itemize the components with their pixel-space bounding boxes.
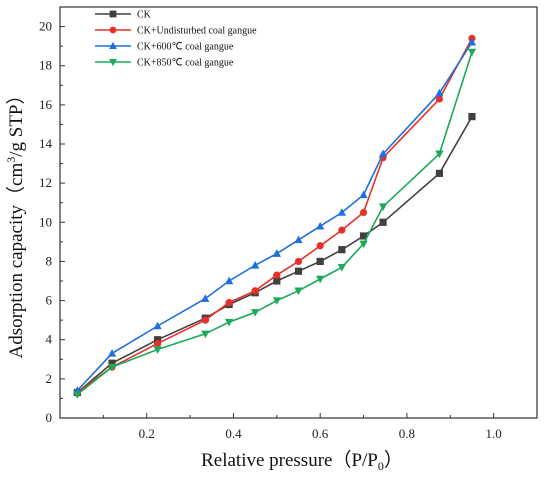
legend-label: CK+Undisturbed coal gangue [137, 26, 257, 37]
data-point [378, 203, 388, 211]
data-point [467, 37, 477, 46]
data-point [294, 267, 303, 275]
y-tick-label: 12 [39, 175, 52, 190]
legend-marker [109, 26, 117, 34]
legend-label: CK+600℃ coal gangue [137, 42, 234, 53]
data-point [273, 271, 281, 279]
data-point [251, 287, 259, 295]
data-point [225, 298, 233, 307]
y-tick-label: 16 [39, 97, 53, 112]
y-tick-label: 8 [46, 253, 53, 268]
series-line [76, 41, 473, 392]
series-line [76, 51, 473, 396]
y-tick-label: 20 [39, 19, 52, 34]
x-tick-label: 0.2 [139, 426, 155, 441]
legend-label: CK [137, 10, 152, 21]
legend-item: CK+600℃ coal gangue [95, 42, 234, 53]
data-point [316, 257, 324, 266]
legend: CK CK+Undisturbed coal gangue CK+600℃ coal… [95, 10, 257, 69]
data-point [316, 221, 325, 230]
x-tick-label: 0.6 [312, 426, 329, 441]
x-tick-label: 0.4 [225, 426, 242, 441]
data-point [435, 88, 444, 97]
data-point [107, 363, 117, 372]
y-tick-label: 2 [46, 371, 53, 386]
data-point [108, 359, 116, 367]
x-tick-label: 1.0 [486, 426, 502, 441]
data-point [201, 294, 210, 302]
x-axis-title: Relative pressure（P/P0） [201, 449, 403, 473]
data-point [73, 391, 82, 399]
axes: 0 2 4 6 8 10 12 14 16 18 20 0.2 0.4 0.6 0.8 1.0 [39, 6, 538, 441]
series-3 [73, 37, 477, 394]
data-point [224, 276, 234, 285]
series-2 [73, 34, 476, 397]
data-point [337, 208, 347, 216]
series-4 [73, 48, 477, 399]
y-tick-label: 0 [46, 410, 53, 425]
data-point [107, 349, 117, 357]
data-point [337, 264, 347, 272]
data-point [250, 261, 260, 269]
series-layer [73, 34, 477, 399]
data-point [224, 318, 234, 327]
data-point [201, 316, 209, 324]
series-line [76, 37, 473, 394]
data-point [338, 226, 346, 234]
data-point [468, 113, 476, 121]
data-point [378, 149, 388, 158]
data-point [272, 249, 281, 257]
data-point [153, 336, 162, 344]
data-point [272, 297, 281, 305]
y-tick-label: 14 [39, 136, 53, 151]
data-point [201, 330, 210, 339]
y-tick-label: 4 [46, 332, 53, 347]
y-axis-title: Adsorption capacity（cm3/g STP） [4, 85, 27, 358]
y-tick-label: 10 [39, 214, 52, 229]
data-point [316, 275, 325, 284]
data-point [379, 218, 387, 226]
data-point [359, 232, 368, 240]
data-point [153, 340, 162, 348]
data-point [273, 277, 281, 285]
legend-item: CK+850℃ coal gangue [95, 58, 234, 69]
data-point [359, 190, 368, 199]
data-point [359, 240, 368, 249]
legend-label: CK+850℃ coal gangue [137, 58, 234, 69]
data-point [435, 150, 444, 159]
data-point [338, 246, 346, 254]
data-point [294, 235, 303, 244]
legend-item: CK+Undisturbed coal gangue [95, 26, 257, 37]
x-tick-label: 0.8 [399, 426, 415, 441]
plot-frame [59, 6, 538, 419]
legend-item: CK [95, 10, 152, 21]
data-point [435, 169, 444, 177]
data-point [435, 95, 444, 103]
y-tick-label: 18 [39, 58, 52, 73]
y-tick-label: 6 [46, 293, 53, 308]
legend-marker [109, 10, 117, 18]
data-point [294, 287, 303, 296]
data-point [250, 309, 260, 317]
data-point [153, 321, 162, 330]
data-point [316, 242, 324, 250]
data-point [153, 346, 162, 354]
legend-marker [109, 58, 117, 67]
data-point [294, 257, 303, 266]
data-point [467, 48, 477, 57]
legend-marker [109, 41, 117, 50]
data-point [359, 208, 368, 217]
